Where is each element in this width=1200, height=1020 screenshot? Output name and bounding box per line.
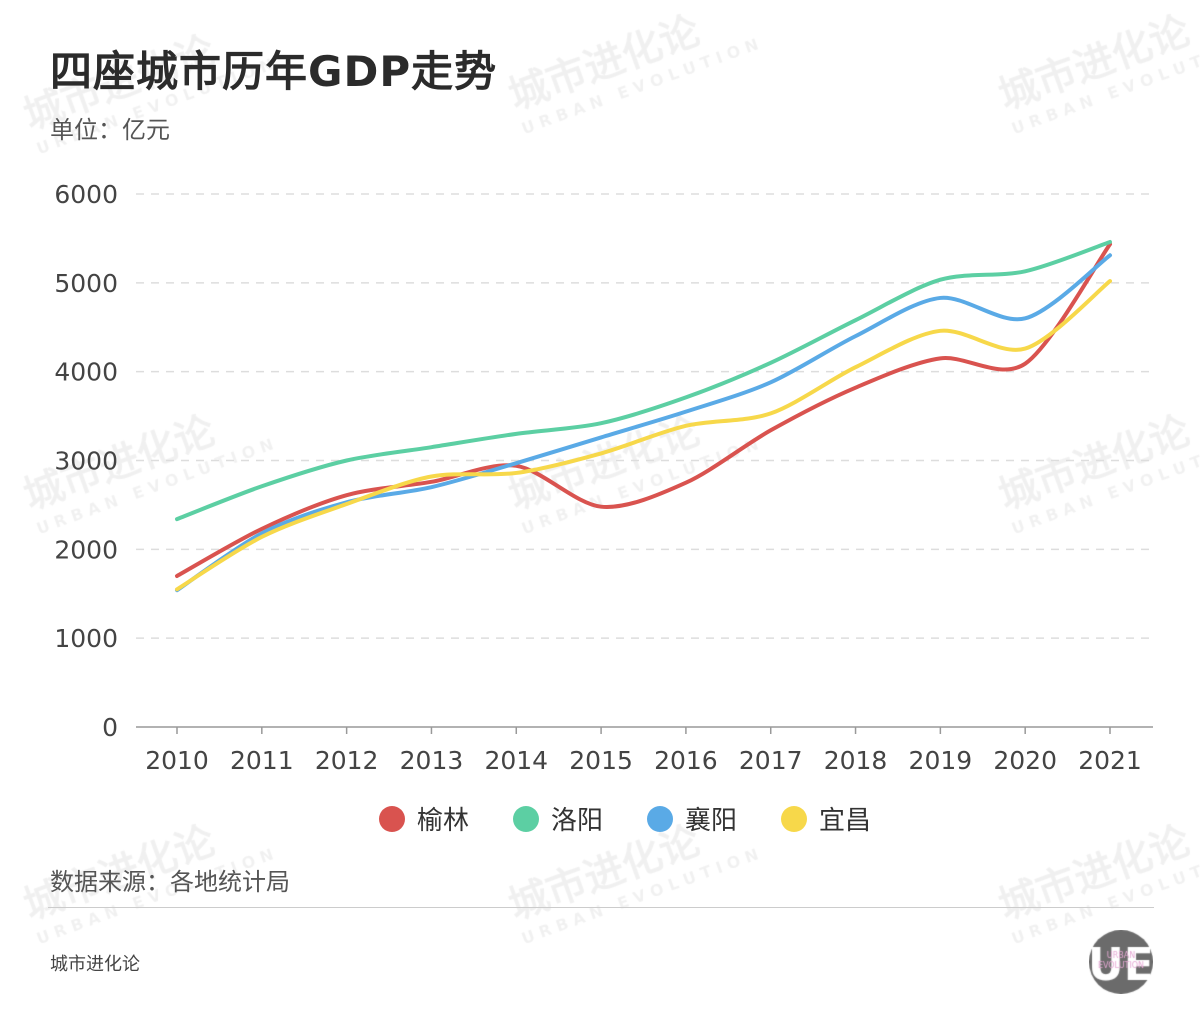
legend-marker	[378, 805, 405, 832]
x-tick-label: 2018	[824, 746, 888, 775]
x-tick-label: 2019	[909, 746, 973, 775]
legend-label: 宜昌	[819, 806, 872, 836]
legend-item[interactable]: 襄阳	[647, 800, 737, 837]
x-tick-label: 2010	[145, 746, 209, 775]
x-tick-label: 2013	[400, 746, 464, 775]
x-tick-label: 2021	[1078, 746, 1142, 775]
legend-label: 襄阳	[685, 806, 738, 836]
unit-label: 单位：亿元	[50, 116, 170, 144]
x-tick-label: 2012	[315, 746, 379, 775]
legend-item[interactable]: 榆林	[378, 800, 469, 837]
divider	[48, 907, 1154, 908]
legend-marker	[647, 805, 673, 832]
y-tick-label: 2000	[54, 535, 118, 564]
y-tick-label: 1000	[54, 624, 118, 653]
legend-item[interactable]: 宜昌	[781, 800, 871, 837]
legend: 榆林 洛阳 襄阳 宜昌	[0, 800, 1200, 837]
x-tick-label: 2014	[484, 746, 548, 775]
legend-item[interactable]: 洛阳	[512, 800, 603, 837]
legend-marker	[781, 805, 808, 832]
brand-name: 城市进化论	[50, 954, 140, 975]
x-tick-label: 2020	[993, 746, 1057, 775]
series-line-襄阳	[175, 253, 1112, 593]
data-source: 数据来源：各地统计局	[50, 868, 290, 896]
x-tick-label: 2011	[230, 746, 294, 775]
series-line-榆林	[175, 242, 1112, 578]
legend-label: 榆林	[416, 806, 469, 836]
legend-marker	[512, 805, 539, 832]
chart-title: 四座城市历年GDP走势	[50, 47, 498, 96]
x-tick-label: 2017	[739, 746, 803, 775]
x-tick-label: 2015	[569, 746, 633, 775]
y-tick-label: 4000	[54, 358, 118, 387]
y-tick-label: 6000	[54, 180, 118, 209]
brand-logo	[1089, 930, 1153, 994]
x-tick-label: 2016	[654, 746, 718, 775]
series-line-洛阳	[175, 239, 1112, 522]
y-tick-label: 5000	[54, 269, 118, 298]
y-tick-label: 0	[102, 713, 118, 742]
y-tick-label: 3000	[54, 447, 118, 476]
series-line-宜昌	[175, 279, 1112, 592]
legend-label: 洛阳	[550, 806, 603, 836]
